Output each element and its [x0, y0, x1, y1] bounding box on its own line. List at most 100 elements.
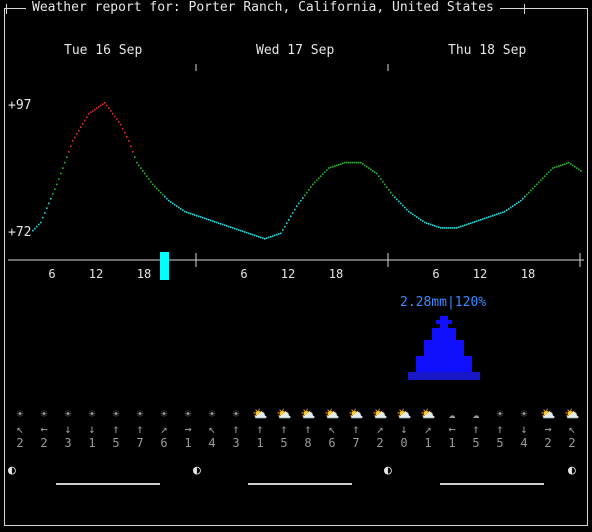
temperature-point — [52, 193, 54, 195]
temperature-point — [116, 118, 118, 120]
temperature-point — [542, 177, 544, 180]
forecast-cell: ⛅ ↑ 1 — [248, 406, 272, 450]
wind-direction-icon: ↑ — [256, 422, 264, 436]
temperature-point — [520, 199, 522, 202]
temperature-point — [486, 216, 488, 219]
temperature-point — [174, 204, 176, 206]
temperature-point — [284, 225, 286, 228]
forecast-cell: ☀ ↓ 3 — [56, 406, 80, 450]
now-marker — [160, 252, 169, 280]
temperature-point — [540, 179, 542, 182]
weather-icon: ☀ — [64, 407, 72, 421]
temperature-point — [482, 218, 484, 220]
forecast-cell: ☀ ↖ 4 — [200, 406, 224, 450]
weather-icon: ⛅ — [396, 407, 412, 421]
temperature-point — [150, 180, 152, 183]
temperature-point — [244, 231, 246, 233]
wind-speed: 5 — [280, 436, 288, 450]
temperature-point — [336, 164, 338, 167]
temperature-point — [502, 211, 504, 214]
temperature-point — [448, 227, 450, 229]
forecast-cell: ☀ → 1 — [176, 406, 200, 450]
wind-direction-icon: ↖ — [16, 422, 24, 436]
wind-speed: 2 — [16, 436, 24, 450]
weather-icon: ☀ — [520, 407, 528, 421]
temperature-point — [464, 224, 466, 226]
temperature-point — [260, 236, 262, 239]
temperature-point — [144, 172, 146, 175]
temperature-point — [426, 222, 428, 224]
temperature-point — [302, 197, 304, 199]
temperature-point — [56, 183, 58, 186]
temperature-point — [368, 167, 370, 169]
temperature-point — [48, 202, 50, 205]
temperature-point — [214, 221, 216, 223]
weather-icon: ⛅ — [420, 407, 436, 421]
wind-speed: 2 — [376, 436, 384, 450]
temperature-point — [276, 233, 278, 236]
weather-icon: ☀ — [16, 407, 24, 421]
temperature-point — [560, 164, 562, 167]
temperature-point — [182, 209, 184, 211]
forecast-icons-row: ☀ ↖ 2 ☀ ← 2 ☀ ↓ 3 ☀ ↓ 1 ☀ ↑ 5 ☀ ↑ 7 ☀ ↗ 6 ☀ → 1 ☀ ↖ 4 ☀ ↑ 3 ⛅ ↑ 1 ⛅ ↑ 5 ⛅ ↑ 8 ⛅… — [14, 406, 586, 458]
temperature-point — [352, 161, 354, 164]
temperature-point — [32, 229, 34, 232]
temperature-point — [390, 191, 392, 194]
wind-speed: 0 — [400, 436, 408, 450]
temperature-point — [296, 205, 298, 207]
temperature-point — [104, 102, 106, 104]
temperature-point — [434, 225, 436, 227]
temperature-point — [444, 227, 446, 229]
temperature-point — [466, 223, 468, 226]
temperature-point — [454, 227, 456, 229]
temperature-point — [190, 212, 192, 215]
temperature-point — [378, 175, 380, 177]
temperature-point — [490, 215, 492, 218]
temperature-point — [410, 212, 412, 214]
temperature-point — [538, 181, 540, 184]
temperature-point — [178, 206, 180, 209]
forecast-cell: ⛅ ↓ 0 — [392, 406, 416, 450]
temperature-point — [228, 225, 230, 228]
wind-speed: 4 — [520, 436, 528, 450]
temperature-point — [192, 213, 194, 216]
weather-icon: ☀ — [112, 407, 120, 421]
temperature-point — [324, 171, 326, 173]
temperature-point — [342, 162, 344, 165]
temperature-point — [518, 201, 520, 203]
temperature-point — [148, 178, 150, 180]
wind-speed: 1 — [448, 436, 456, 450]
temperature-point — [564, 163, 566, 165]
wind-direction-icon: ← — [448, 422, 456, 436]
hour-tick-label: 18 — [137, 267, 151, 281]
hour-tick-label: 12 — [473, 267, 487, 281]
temperature-point — [326, 169, 328, 171]
wind-speed: 5 — [112, 436, 120, 450]
wind-speed: 1 — [88, 436, 96, 450]
temperature-point — [496, 213, 498, 216]
temperature-point — [282, 229, 284, 231]
temperature-point — [386, 186, 388, 188]
temperature-point — [396, 198, 398, 201]
forecast-cell: ☁ ↑ 5 — [464, 406, 488, 450]
temperature-point — [46, 207, 48, 209]
temperature-point — [436, 225, 438, 228]
temperature-point — [168, 199, 170, 202]
wind-speed: 7 — [136, 436, 144, 450]
weather-icon: ⛅ — [252, 407, 268, 421]
day-label-1: Tue 16 Sep — [64, 43, 143, 58]
temperature-point — [258, 236, 260, 238]
temperature-point — [514, 204, 516, 206]
title-left-tick — [6, 4, 7, 14]
temperature-point — [574, 165, 576, 168]
temperature-point — [92, 110, 94, 112]
temperature-point — [90, 111, 92, 114]
temperature-point — [196, 214, 198, 217]
temperature-point — [106, 104, 108, 107]
temperature-point — [162, 193, 164, 196]
wind-speed: 2 — [40, 436, 48, 450]
temperature-point — [226, 225, 228, 227]
temperature-point — [354, 161, 356, 164]
temperature-point — [380, 178, 382, 180]
temperature-point — [478, 219, 480, 222]
